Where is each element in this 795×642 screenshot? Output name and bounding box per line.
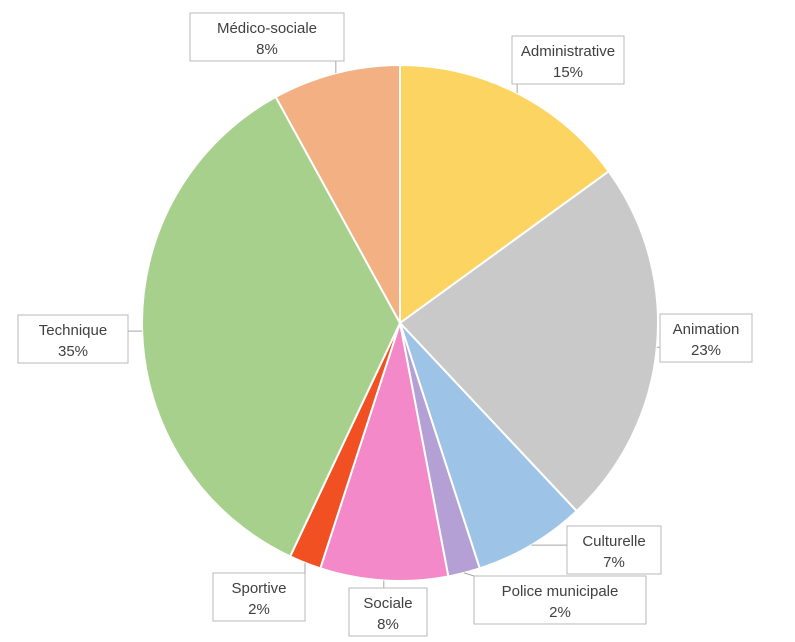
data-label-name: Culturelle [582, 533, 645, 550]
data-label-value: 8% [377, 616, 399, 633]
data-label-box [473, 575, 647, 625]
data-label-value: 15% [553, 64, 583, 81]
data-label-police-municipale: Police municipale 2% [473, 575, 647, 625]
data-labels: Administrative 15% Animation 23% Culturelle 7… [17, 12, 753, 637]
data-label-name: Animation [673, 321, 740, 338]
leader-line-police-municipale [464, 572, 475, 577]
data-label-technique: Technique 35% [17, 314, 129, 364]
data-label-box [511, 35, 625, 85]
pie-slice-medico-sociale [274, 63, 401, 324]
data-label-box [17, 314, 129, 364]
data-label-name: Sociale [363, 595, 412, 612]
data-label-name: Médico-sociale [217, 20, 317, 37]
data-label-value: 2% [549, 604, 571, 621]
pie-slice-technique [141, 95, 402, 558]
data-label-value: 8% [256, 41, 278, 58]
pie-slice-animation [398, 169, 659, 513]
data-label-box [212, 572, 306, 622]
data-label-sociale: Sociale 8% [348, 587, 428, 637]
data-label-box [189, 12, 345, 62]
data-label-box [659, 313, 753, 363]
data-label-medico-sociale: Médico-sociale 8% [189, 12, 345, 62]
pie-slice-administrative [399, 63, 611, 325]
data-label-administrative: Administrative 15% [511, 35, 625, 85]
data-label-value: 2% [248, 601, 270, 618]
pie-slice-culturelle [399, 322, 579, 570]
data-label-box [348, 587, 428, 637]
leader-lines [128, 61, 660, 588]
data-label-name: Administrative [521, 43, 615, 60]
data-label-name: Police municipale [502, 583, 619, 600]
data-label-animation: Animation 23% [659, 313, 753, 363]
data-label-box [566, 525, 662, 575]
data-label-value: 7% [603, 554, 625, 571]
data-label-name: Technique [39, 322, 107, 339]
data-label-value: 23% [691, 342, 721, 359]
data-label-culturelle: Culturelle 7% [566, 525, 662, 575]
data-label-sportive: Sportive 2% [212, 572, 306, 622]
pie-slices [141, 63, 659, 582]
data-label-value: 35% [58, 343, 88, 360]
data-label-name: Sportive [231, 580, 286, 597]
